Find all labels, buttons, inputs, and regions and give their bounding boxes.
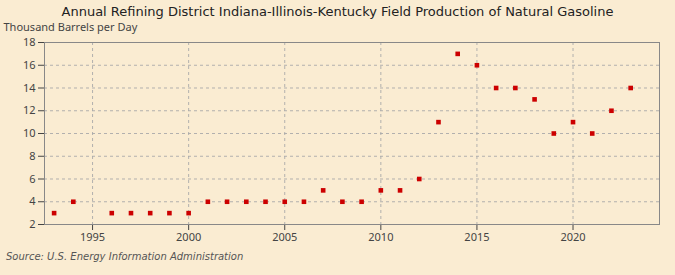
- svg-text:2000: 2000: [176, 229, 201, 244]
- svg-text:4: 4: [29, 193, 36, 208]
- html-text:Annual Refining District India: Annual Refining District Indiana-Illinoi…: [61, 4, 614, 19]
- svg-text:16: 16: [23, 57, 36, 72]
- svg-text:6: 6: [29, 171, 35, 186]
- svg-text:18: 18: [23, 34, 36, 49]
- svg-text:10: 10: [23, 125, 36, 140]
- svg-text:12: 12: [23, 102, 36, 117]
- svg-text:2: 2: [29, 216, 35, 231]
- svg-text:8: 8: [29, 148, 35, 163]
- svg-text:2015: 2015: [464, 229, 489, 244]
- svg-text:Thousand Barrels per Day: Thousand Barrels per Day: [4, 20, 138, 34]
- svg-text:2005: 2005: [272, 229, 297, 244]
- html-text:Source: U.S. Energy Informatio: Source: U.S. Energy Information Administ…: [6, 251, 244, 262]
- svg-text:14: 14: [23, 80, 36, 95]
- svg-text:2010: 2010: [368, 229, 393, 244]
- svg-text:1995: 1995: [80, 229, 105, 244]
- svg-text:2020: 2020: [560, 229, 585, 244]
